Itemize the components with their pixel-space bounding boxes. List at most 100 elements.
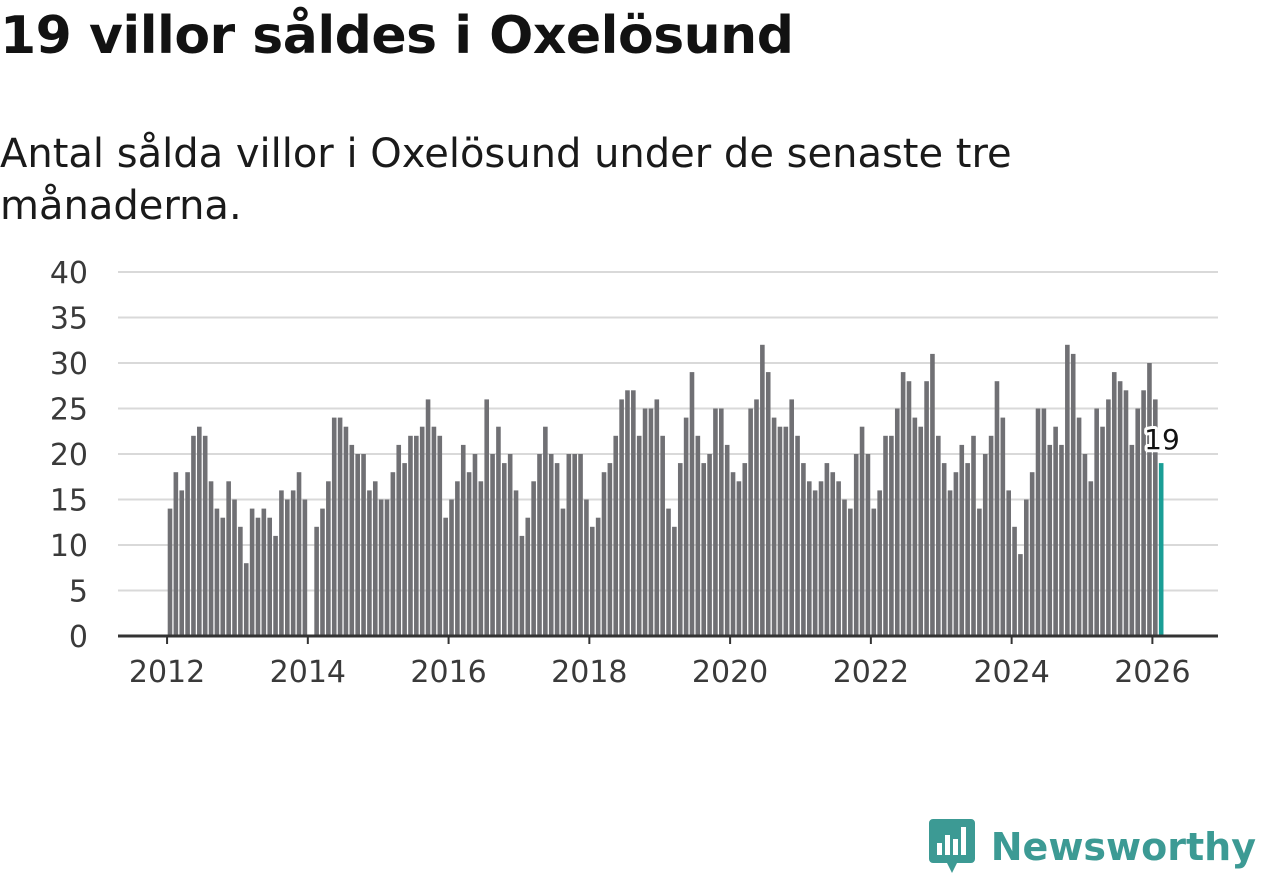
bar xyxy=(337,417,343,636)
x-tick-label: 2014 xyxy=(270,655,346,690)
bar xyxy=(672,526,677,636)
bar xyxy=(789,399,794,636)
bar xyxy=(548,454,554,636)
bar xyxy=(730,472,736,636)
bar xyxy=(425,399,431,636)
bar xyxy=(566,454,572,636)
bar xyxy=(372,481,378,636)
bar xyxy=(965,463,970,636)
bar xyxy=(431,426,437,636)
bar xyxy=(1029,472,1035,636)
bar xyxy=(1117,381,1123,636)
bar xyxy=(636,435,642,636)
bar xyxy=(1088,481,1094,636)
bar xyxy=(572,454,577,636)
bar xyxy=(824,463,830,636)
bar xyxy=(924,381,929,636)
bar xyxy=(1065,344,1070,636)
bar xyxy=(912,417,918,636)
bar xyxy=(1111,372,1117,636)
bar xyxy=(830,472,836,636)
bar xyxy=(314,526,319,636)
bar xyxy=(883,435,888,636)
bar xyxy=(971,435,976,636)
bar xyxy=(437,435,443,636)
bar xyxy=(1000,417,1006,636)
bar xyxy=(343,426,349,636)
x-tick-label: 2024 xyxy=(973,655,1049,690)
bar xyxy=(642,408,648,636)
bar xyxy=(795,435,800,636)
value-annotation: 19 xyxy=(1141,420,1183,459)
bar xyxy=(173,472,179,636)
bar xyxy=(478,481,484,636)
y-tick-label: 5 xyxy=(69,575,88,610)
brand-logo: Newsworthy xyxy=(927,817,1256,877)
bar xyxy=(619,399,624,636)
bar xyxy=(736,481,742,636)
bar xyxy=(701,463,707,636)
bar xyxy=(1135,408,1141,636)
bar xyxy=(290,490,296,636)
bar xyxy=(490,454,495,636)
bar xyxy=(243,563,249,636)
bar xyxy=(466,472,472,636)
bar xyxy=(537,454,542,636)
bar xyxy=(1141,390,1146,636)
bar xyxy=(865,454,871,636)
bar xyxy=(994,381,1000,636)
bar xyxy=(543,426,548,636)
bar xyxy=(648,408,654,636)
bar xyxy=(443,517,448,636)
y-tick-label: 40 xyxy=(50,256,88,291)
bar xyxy=(859,426,865,636)
bar xyxy=(525,517,531,636)
bar xyxy=(806,481,812,636)
x-axis: 2012 2014 2016 2018 2020 2022 2024 2026 xyxy=(118,634,1218,690)
bar xyxy=(936,435,941,636)
x-tick-label: 2016 xyxy=(410,655,486,690)
bar xyxy=(818,481,824,636)
bar xyxy=(390,472,396,636)
bar xyxy=(900,372,906,636)
bar xyxy=(238,526,243,636)
bar xyxy=(1100,426,1105,636)
bar xyxy=(279,490,284,636)
bar xyxy=(513,490,519,636)
bar xyxy=(777,426,783,636)
bar xyxy=(1053,426,1058,636)
y-tick-label: 0 xyxy=(69,620,88,655)
y-gridlines xyxy=(118,271,1218,592)
bar xyxy=(589,526,595,636)
bar xyxy=(754,399,759,636)
bar xyxy=(519,535,525,636)
bar xyxy=(889,435,894,636)
bar xyxy=(167,508,173,636)
bar xyxy=(226,481,231,636)
bar xyxy=(595,517,601,636)
bar xyxy=(977,508,982,636)
x-tick-label: 2018 xyxy=(551,655,627,690)
bar xyxy=(331,417,337,636)
bar xyxy=(214,508,220,636)
bar xyxy=(1082,454,1088,636)
bar xyxy=(695,435,701,636)
bar xyxy=(1070,353,1076,636)
bar xyxy=(232,499,237,636)
bar xyxy=(660,435,665,636)
bar xyxy=(988,435,994,636)
bar xyxy=(285,499,290,636)
bar xyxy=(719,408,724,636)
y-tick-label: 15 xyxy=(50,484,88,519)
bar xyxy=(982,454,988,636)
bar xyxy=(941,463,947,636)
bar xyxy=(677,463,683,636)
bar xyxy=(1147,363,1152,636)
x-tick-label: 2022 xyxy=(833,655,909,690)
bar xyxy=(554,463,560,636)
bar xyxy=(959,444,965,636)
highlight-value-label: 19 xyxy=(1144,423,1180,456)
bar xyxy=(1035,408,1041,636)
bar xyxy=(273,535,278,636)
y-tick-label: 10 xyxy=(50,529,88,564)
